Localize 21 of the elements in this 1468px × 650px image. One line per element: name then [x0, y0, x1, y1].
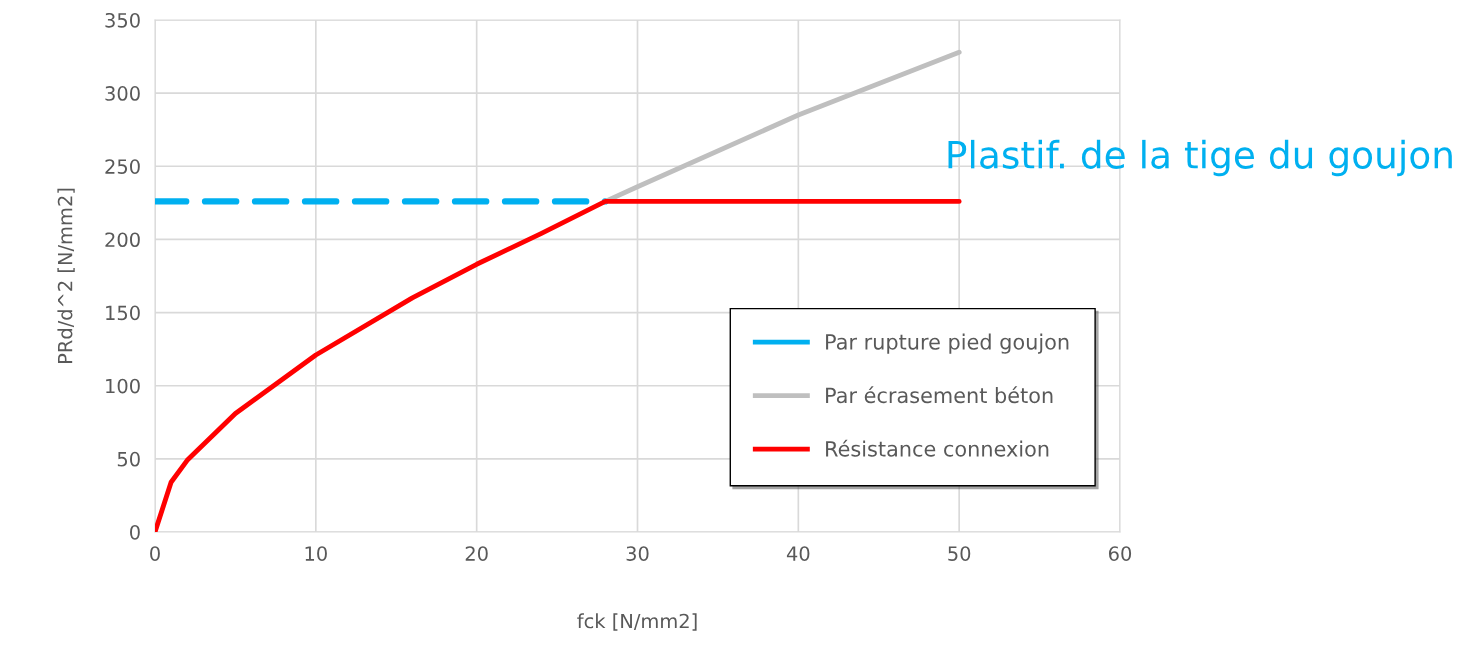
annotation: Plastif. de la tige du goujon [948, 139, 1452, 177]
legend-label: Par rupture pied goujon [826, 333, 1069, 354]
y-tick-label: 300 [105, 86, 140, 101]
y-tick-label: 200 [105, 232, 140, 248]
y-axis-title: PRd/d^2 [N/mm2] [57, 188, 75, 364]
y-tick-label: 150 [106, 305, 140, 321]
y-tick-label: 0 [130, 524, 140, 540]
y-tick-label: 50 [117, 451, 140, 467]
x-tick-label: 40 [786, 546, 810, 561]
legend-label: Par écrasement béton [826, 386, 1053, 404]
y-tick-label: 100 [106, 378, 140, 394]
x-tick-label: 10 [305, 546, 327, 561]
x-tick-label: 50 [948, 546, 971, 561]
legend-label: Résistance connexion [826, 439, 1049, 457]
y-tick-label: 350 [105, 12, 140, 28]
x-tick-label: 20 [465, 546, 488, 561]
x-axis-title: fck [N/mm2] [577, 613, 697, 631]
x-tick-label: 60 [1108, 546, 1132, 561]
x-tick-label: 0 [150, 546, 160, 561]
y-tick-label: 250 [105, 159, 140, 174]
x-tick-label: 30 [626, 546, 649, 561]
